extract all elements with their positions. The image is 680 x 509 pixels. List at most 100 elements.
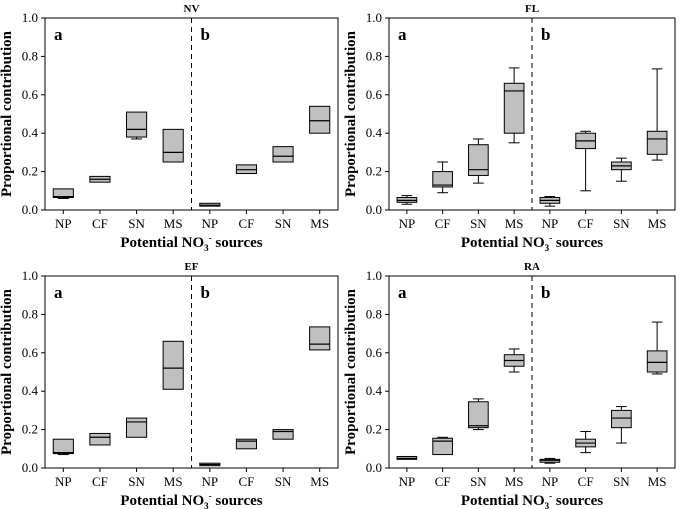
box-sn: [468, 138, 489, 184]
x-tick-label: MS: [164, 216, 183, 231]
box-ms: [503, 67, 525, 144]
box-cf: [89, 432, 111, 446]
box-cf: [432, 161, 453, 194]
panel-nv: NV 0.0 0.2 0.4 0.6 0.8 1.0 Proportional contrib…: [0, 3, 339, 253]
y-tick-label: 0.8: [22, 48, 38, 63]
box-body: [432, 171, 453, 188]
x-tick-label: MS: [505, 474, 524, 489]
box-np: [199, 202, 221, 207]
x-tick-label: SN: [128, 216, 145, 231]
y-tick-label: 0.6: [22, 345, 39, 360]
box-body: [611, 409, 632, 429]
box-sn: [611, 157, 632, 182]
y-axis-title: Proportional contribution: [343, 288, 359, 455]
x-tick-label: NP: [202, 474, 219, 489]
box-ms: [309, 326, 331, 351]
subpanel-label-a: a: [54, 25, 63, 44]
y-tick-label: 0.4: [366, 125, 383, 140]
x-tick-label: NP: [399, 216, 416, 231]
box-body: [162, 340, 184, 390]
box-ms: [503, 348, 525, 373]
box-np: [539, 196, 561, 207]
x-tick-label: NP: [542, 216, 559, 231]
box-ms: [162, 128, 184, 163]
x-tick-label: SN: [128, 474, 145, 489]
y-tick-label: 1.0: [366, 268, 382, 283]
box-ms: [646, 68, 668, 161]
y-tick-label: 0.4: [366, 383, 383, 398]
box-ms: [646, 321, 668, 375]
subpanel-label-a: a: [54, 283, 63, 302]
box-body: [646, 350, 668, 373]
y-tick-label: 1.0: [366, 10, 382, 25]
y-tick-label: 0.6: [22, 87, 39, 102]
subpanel-label-b: b: [201, 283, 210, 302]
panel-title: FL: [525, 3, 539, 15]
panel-ef: EF 0.0 0.2 0.4 0.6 0.8 1.0 Proportional contrib…: [0, 261, 339, 509]
box-body: [468, 144, 489, 176]
x-axis-title: Potential NO3- sources: [120, 233, 262, 253]
x-tick-label: NP: [55, 216, 72, 231]
x-tick-label: CF: [92, 216, 108, 231]
box-np: [52, 438, 74, 456]
y-tick-label: 0.0: [22, 460, 38, 475]
panel-fl: FL 0.0 0.2 0.4 0.6 0.8 1.0 Proportional contrib…: [343, 3, 676, 253]
box-ms: [162, 340, 184, 390]
y-tick-label: 1.0: [22, 10, 38, 25]
box-body: [503, 82, 525, 134]
box-body: [309, 326, 331, 351]
box-sn: [611, 406, 632, 444]
box-cf: [89, 175, 111, 183]
x-axis-title: Potential NO3- sources: [120, 491, 262, 509]
y-axis-title: Proportional contribution: [0, 288, 15, 455]
x-tick-label: MS: [310, 474, 329, 489]
y-tick-label: 0.8: [366, 48, 382, 63]
panel-title: RA: [524, 261, 540, 273]
y-tick-label: 0.2: [22, 164, 38, 179]
box-body: [468, 401, 489, 429]
subpanel-label-b: b: [201, 25, 210, 44]
x-tick-label: NP: [202, 216, 219, 231]
y-tick-label: 0.6: [366, 345, 383, 360]
y-tick-label: 0.2: [22, 422, 38, 437]
x-axis-title: Potential NO3- sources: [461, 491, 603, 509]
subpanel-label-b: b: [541, 25, 550, 44]
x-tick-label: SN: [613, 216, 630, 231]
box-ms: [309, 105, 331, 134]
subpanel-label-a: a: [398, 25, 407, 44]
box-np: [199, 462, 221, 467]
box-cf: [575, 130, 596, 192]
box-body: [52, 188, 74, 199]
box-np: [52, 188, 74, 199]
y-tick-label: 0.0: [366, 202, 382, 217]
x-tick-label: CF: [435, 216, 451, 231]
box-np: [396, 195, 418, 205]
x-tick-label: CF: [238, 474, 254, 489]
x-tick-label: CF: [435, 474, 451, 489]
y-tick-label: 0.0: [366, 460, 382, 475]
box-body: [125, 417, 148, 438]
box-body: [125, 111, 148, 138]
x-tick-label: CF: [92, 474, 108, 489]
box-np: [539, 457, 561, 464]
x-tick-label: CF: [578, 216, 594, 231]
x-tick-label: SN: [275, 216, 292, 231]
y-tick-label: 1.0: [22, 268, 38, 283]
x-axis-title: Potential NO3- sources: [461, 233, 603, 253]
x-tick-label: CF: [238, 216, 254, 231]
box-body: [272, 429, 294, 440]
x-tick-label: SN: [470, 474, 487, 489]
x-tick-label: SN: [613, 474, 630, 489]
x-tick-label: MS: [648, 216, 667, 231]
box-sn: [272, 146, 294, 163]
box-body: [52, 438, 74, 455]
x-tick-label: MS: [310, 216, 329, 231]
y-tick-label: 0.2: [366, 164, 382, 179]
box-body: [309, 105, 331, 134]
box-sn: [125, 417, 148, 438]
x-tick-label: MS: [164, 474, 183, 489]
x-tick-label: SN: [470, 216, 487, 231]
x-tick-label: MS: [648, 474, 667, 489]
y-tick-label: 0.0: [22, 202, 38, 217]
